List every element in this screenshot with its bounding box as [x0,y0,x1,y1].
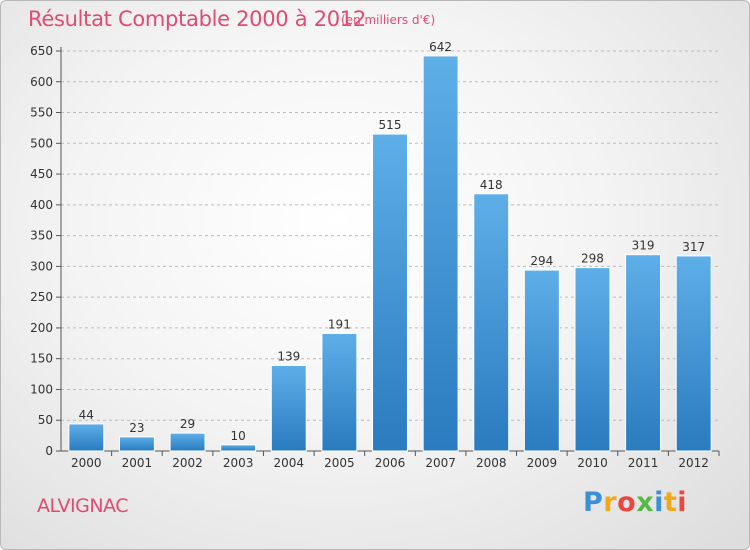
bar-2002 [169,432,206,452]
bars [68,55,712,452]
value-label-2002: 29 [180,417,195,431]
y-tick-label: 50 [38,413,53,427]
logo-letter: o [617,487,637,518]
logo-letter: P [583,487,604,518]
x-tick-label-2012: 2012 [678,456,709,470]
y-tick-label: 550 [30,106,53,120]
value-label-2008: 418 [480,178,503,192]
x-tick-label-2004: 2004 [273,456,304,470]
value-label-2010: 298 [581,252,604,266]
x-tick-label-2011: 2011 [628,456,659,470]
value-label-2006: 515 [379,118,402,132]
bar-2009 [523,269,560,452]
y-tick-label: 450 [30,167,53,181]
value-label-2001: 23 [129,421,144,435]
value-label-2007: 642 [429,40,452,54]
proxiti-logo: Proxiti [583,487,687,518]
y-tick-label: 250 [30,290,53,304]
bar-2000 [68,423,105,452]
value-label-2003: 10 [231,429,246,443]
x-tick-labels: 2000 2001 2002 2003 2004 2005 2006 2007 2008 2009… [71,456,709,470]
value-labels: 44 23 29 10 139 191 515 642 418 294 298 319 317 [79,40,705,443]
value-label-2000: 44 [79,408,94,422]
commune-name: ALVIGNAC [37,495,128,517]
y-tick-label: 300 [30,259,53,273]
bar-2003 [220,444,257,452]
x-tick-label-2000: 2000 [71,456,102,470]
bar-2004 [270,364,307,452]
y-tick-label: 650 [30,44,53,58]
logo-letter: i [677,487,688,518]
y-tick-label: 500 [30,136,53,150]
value-label-2004: 139 [277,349,300,363]
y-tick-label: 150 [30,352,53,366]
x-tick-label-2002: 2002 [172,456,203,470]
x-tick-label-2006: 2006 [375,456,406,470]
value-label-2009: 294 [530,254,553,268]
bar-2007 [422,55,459,452]
x-tick-label-2007: 2007 [425,456,456,470]
x-tick-label-2001: 2001 [122,456,153,470]
bar-2010 [574,267,611,452]
bar-2008 [473,193,510,452]
chart-unit-label: (en milliers d'€) [341,13,436,27]
y-tick-label: 400 [30,198,53,212]
y-tick-label: 200 [30,321,53,335]
value-label-2012: 317 [682,240,705,254]
logo-letter: t [663,487,678,518]
bar-2011 [625,254,662,452]
bar-2001 [118,436,155,452]
y-tick-label: 350 [30,229,53,243]
x-tick-label-2005: 2005 [324,456,355,470]
bar-2006 [372,133,408,452]
x-tick-label-2008: 2008 [476,456,507,470]
y-tick-label: 0 [45,444,53,458]
y-tick-labels: 0 50 100 150 200 250 300 350 400 450 500 550 600 650 [30,44,53,458]
bar-2012 [675,255,712,452]
x-tick-label-2009: 2009 [527,456,558,470]
value-label-2011: 319 [632,239,655,253]
logo-letter: x [636,487,655,518]
x-tick-label-2003: 2003 [223,456,254,470]
x-tick-label-2010: 2010 [577,456,608,470]
bar-2005 [321,332,358,452]
value-label-2005: 191 [328,317,351,331]
logo-letter: r [603,487,618,518]
chart-title: Résultat Comptable 2000 à 2012 [28,7,366,31]
y-tick-label: 600 [30,75,53,89]
y-tick-label: 100 [30,382,53,396]
bar-chart: 050100150200250300350400450500550600650 … [30,40,720,470]
logo-letter: i [654,487,664,518]
